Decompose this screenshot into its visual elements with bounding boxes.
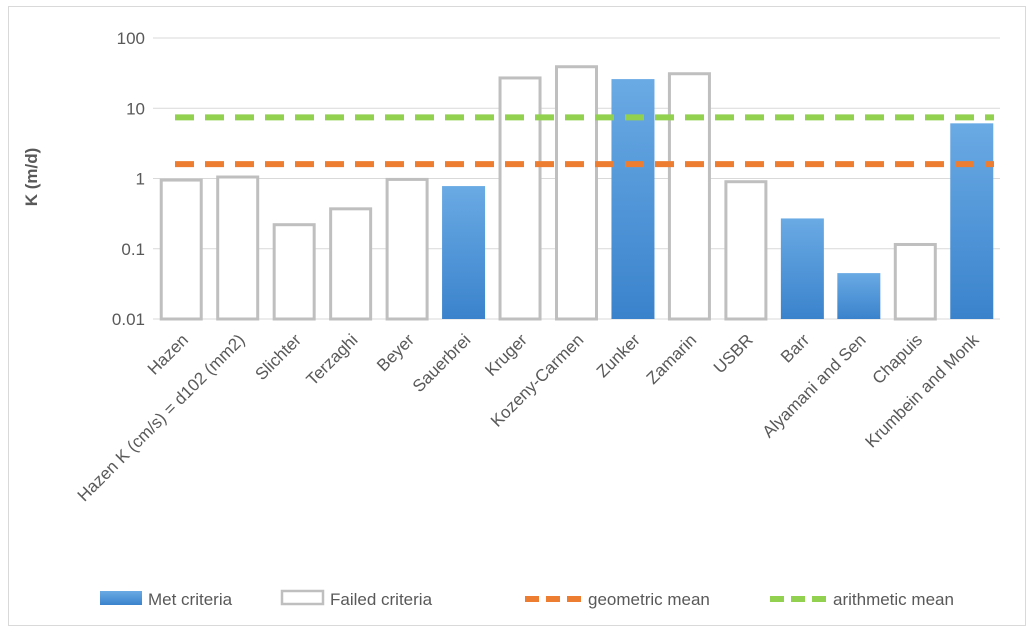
category-label: Zunker (593, 330, 644, 381)
bar-failed-criteria (385, 177, 429, 321)
y-axis-title: K (m/d) (22, 148, 41, 207)
category-label: Terzaghi (303, 330, 362, 389)
y-tick-label: 10 (126, 99, 145, 118)
y-tick-labels: 0.01 0.1 1 10 100 (112, 29, 145, 329)
bar-failed-criteria (159, 178, 203, 321)
category-label: Alyamani and Sen (759, 330, 870, 441)
mean-lines (175, 114, 994, 168)
bar-failed-criteria (498, 76, 542, 321)
bar-met-criteria (780, 218, 824, 319)
category-label: Zamarin (643, 330, 701, 388)
y-tick-label: 100 (117, 29, 145, 48)
category-label: Sauerbrei (409, 330, 475, 396)
category-label: Krumbein and Monk (862, 330, 983, 451)
bar-failed-criteria (272, 223, 316, 321)
legend-label: Failed criteria (330, 590, 433, 609)
y-tick-label: 0.01 (112, 310, 145, 329)
bar-met-criteria (837, 273, 881, 319)
legend-label: arithmetic mean (833, 590, 954, 609)
legend-label: geometric mean (588, 590, 710, 609)
bar-met-criteria (950, 123, 994, 319)
category-label: Chapuis (869, 330, 927, 388)
bar-failed-criteria (893, 242, 937, 321)
legend-symbol (280, 589, 325, 606)
legend: Met criteria Failed criteria geometric mea… (100, 589, 954, 609)
y-tick-label: 0.1 (121, 240, 145, 259)
category-label: Barr (777, 330, 813, 366)
category-label: Beyer (373, 330, 418, 375)
category-label: USBR (710, 330, 757, 377)
y-tick-label: 1 (136, 170, 145, 189)
category-label: Kruger (481, 330, 531, 380)
bar-failed-criteria (555, 65, 598, 321)
category-label: Slichter (251, 330, 305, 384)
legend-label: Met criteria (148, 590, 233, 609)
bar-failed-criteria (329, 207, 373, 321)
bar-met-criteria (442, 186, 486, 319)
bars (159, 65, 994, 321)
bar-failed-criteria (667, 72, 711, 321)
bar-failed-criteria (724, 180, 768, 321)
bar-failed-criteria (216, 175, 260, 321)
legend-symbol (100, 591, 142, 605)
category-label: Hazen (144, 330, 192, 378)
